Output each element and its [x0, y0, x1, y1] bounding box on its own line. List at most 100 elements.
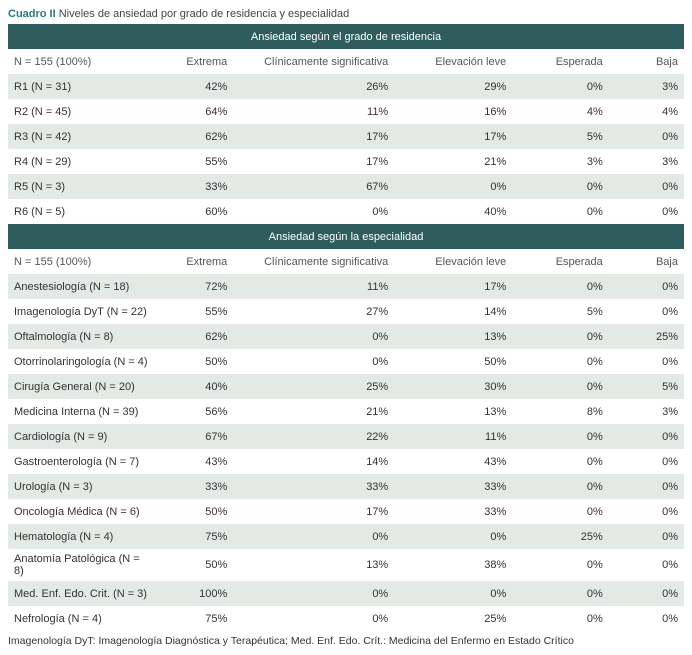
s2-row-4-val-3: 0% [512, 374, 609, 399]
s2-row-10-val-2: 0% [394, 524, 512, 549]
s2-row-5-val-4: 3% [609, 399, 684, 424]
s2-row-12-label: Med. Enf. Edo. Crit. (N = 3) [8, 581, 158, 606]
s2-row-10-val-4: 0% [609, 524, 684, 549]
s2-col-0: Extrema [158, 249, 233, 274]
s1-col-4: Baja [609, 49, 684, 74]
s2-col-1: Clínicamente significativa [233, 249, 394, 274]
s2-row-5-val-0: 56% [158, 399, 233, 424]
s1-row-0-val-0: 42% [158, 74, 233, 99]
s2-row-7-val-4: 0% [609, 449, 684, 474]
s1-row-0-val-2: 29% [394, 74, 512, 99]
s2-row-1-label: Imagenología DyT (N = 22) [8, 299, 158, 324]
s1-row-5-label: R6 (N = 5) [8, 199, 158, 224]
s2-row-8-val-0: 33% [158, 474, 233, 499]
table-row: Cirugía General (N = 20)40%25%30%0%5% [8, 374, 684, 399]
s2-row-4-val-4: 5% [609, 374, 684, 399]
s2-row-2-val-1: 0% [233, 324, 394, 349]
s1-n-label: N = 155 (100%) [8, 49, 158, 74]
table-row: Hematología (N = 4)75%0%0%25%0% [8, 524, 684, 549]
s2-row-8-val-1: 33% [233, 474, 394, 499]
s2-row-0-val-1: 11% [233, 274, 394, 299]
s2-row-13-val-3: 0% [512, 606, 609, 631]
table-title-cuadro: Cuadro II [8, 8, 56, 20]
s1-col-3: Esperada [512, 49, 609, 74]
s2-row-8-label: Urología (N = 3) [8, 474, 158, 499]
s2-row-13-label: Nefrología (N = 4) [8, 606, 158, 631]
s1-row-4-val-0: 33% [158, 174, 233, 199]
s2-row-11-label: Anatomía Patológica (N = 8) [8, 549, 158, 581]
s2-row-13-val-1: 0% [233, 606, 394, 631]
s2-section-header: Ansiedad según la especialidad [8, 224, 684, 249]
s2-row-0-val-0: 72% [158, 274, 233, 299]
s2-row-1-val-0: 55% [158, 299, 233, 324]
s2-row-1-val-4: 0% [609, 299, 684, 324]
s1-row-1-val-3: 4% [512, 99, 609, 124]
s2-row-10-val-0: 75% [158, 524, 233, 549]
s2-row-6-val-2: 11% [394, 424, 512, 449]
s1-row-4-val-1: 67% [233, 174, 394, 199]
s1-row-0-val-3: 0% [512, 74, 609, 99]
s1-section-header: Ansiedad según el grado de residencia [8, 24, 684, 49]
s1-row-5-val-0: 60% [158, 199, 233, 224]
s1-row-0-label: R1 (N = 31) [8, 74, 158, 99]
s1-row-4-val-2: 0% [394, 174, 512, 199]
s1-row-3-val-2: 21% [394, 149, 512, 174]
s2-row-1-val-1: 27% [233, 299, 394, 324]
s2-row-3-val-0: 50% [158, 349, 233, 374]
table-footnote: Imagenología DyT: Imagenología Diagnósti… [8, 635, 684, 647]
s2-row-10-val-3: 25% [512, 524, 609, 549]
s1-row-3-val-1: 17% [233, 149, 394, 174]
table-row: R4 (N = 29)55%17%21%3%3% [8, 149, 684, 174]
s2-row-9-val-2: 33% [394, 499, 512, 524]
s2-row-12-val-3: 0% [512, 581, 609, 606]
s2-row-11-val-3: 0% [512, 549, 609, 581]
table-row: Medicina Interna (N = 39)56%21%13%8%3% [8, 399, 684, 424]
s1-row-5-val-3: 0% [512, 199, 609, 224]
s2-row-7-val-3: 0% [512, 449, 609, 474]
s2-row-5-val-1: 21% [233, 399, 394, 424]
s2-row-12-val-1: 0% [233, 581, 394, 606]
s2-row-3-val-4: 0% [609, 349, 684, 374]
s1-col-0: Extrema [158, 49, 233, 74]
s1-row-3-val-3: 3% [512, 149, 609, 174]
s1-row-3-label: R4 (N = 29) [8, 149, 158, 174]
s1-row-5-val-4: 0% [609, 199, 684, 224]
s1-row-2-val-1: 17% [233, 124, 394, 149]
s2-row-2-label: Oftalmología (N = 8) [8, 324, 158, 349]
s2-row-9-val-1: 17% [233, 499, 394, 524]
s1-col-1: Clínicamente significativa [233, 49, 394, 74]
s2-row-5-val-3: 8% [512, 399, 609, 424]
s2-row-1-val-3: 5% [512, 299, 609, 324]
s2-row-9-val-3: 0% [512, 499, 609, 524]
s2-row-7-label: Gastroenterología (N = 7) [8, 449, 158, 474]
s1-row-1-label: R2 (N = 45) [8, 99, 158, 124]
s2-row-10-val-1: 0% [233, 524, 394, 549]
s2-row-8-val-2: 33% [394, 474, 512, 499]
table-row: Cardiología (N = 9)67%22%11%0%0% [8, 424, 684, 449]
s2-row-6-val-1: 22% [233, 424, 394, 449]
table-row: Oncología Médica (N = 6)50%17%33%0%0% [8, 499, 684, 524]
table-row: Otorrinolaringología (N = 4)50%0%50%0%0% [8, 349, 684, 374]
s2-row-13-val-0: 75% [158, 606, 233, 631]
s1-row-2-val-2: 17% [394, 124, 512, 149]
s2-row-3-val-2: 50% [394, 349, 512, 374]
table-row: R6 (N = 5)60%0%40%0%0% [8, 199, 684, 224]
s2-row-4-val-0: 40% [158, 374, 233, 399]
s2-row-9-val-4: 0% [609, 499, 684, 524]
s2-row-0-val-3: 0% [512, 274, 609, 299]
s1-row-4-val-4: 0% [609, 174, 684, 199]
s2-row-11-val-1: 13% [233, 549, 394, 581]
s2-row-9-label: Oncología Médica (N = 6) [8, 499, 158, 524]
s2-col-2: Elevación leve [394, 249, 512, 274]
table-row: Gastroenterología (N = 7)43%14%43%0%0% [8, 449, 684, 474]
s1-col-2: Elevación leve [394, 49, 512, 74]
s1-row-1-val-4: 4% [609, 99, 684, 124]
s2-row-3-label: Otorrinolaringología (N = 4) [8, 349, 158, 374]
s2-row-1-val-2: 14% [394, 299, 512, 324]
s1-row-1-val-1: 11% [233, 99, 394, 124]
anxiety-table: Ansiedad según el grado de residenciaN =… [8, 24, 684, 631]
s2-row-4-val-1: 25% [233, 374, 394, 399]
s2-col-4: Baja [609, 249, 684, 274]
s1-row-4-val-3: 0% [512, 174, 609, 199]
table-title-text: Niveles de ansiedad por grado de residen… [59, 8, 349, 20]
